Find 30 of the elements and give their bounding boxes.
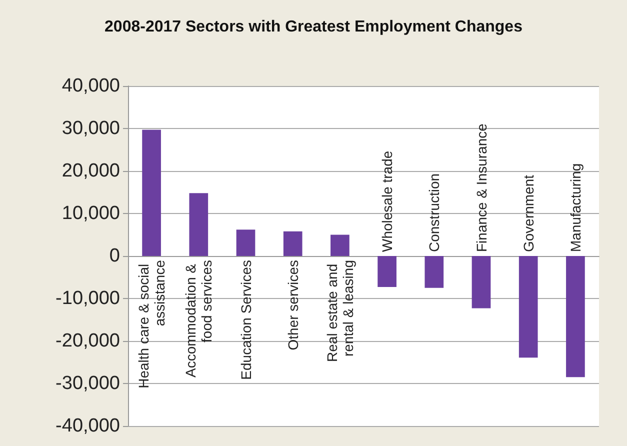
x-tick-label: Manufacturing [567,163,584,252]
x-tick-label: Finance & Insurance [473,123,490,252]
bar [424,256,444,288]
chart-title: 2008-2017 Sectors with Greatest Employment Changes [104,18,523,36]
x-tick-label: Education Services [238,260,254,380]
x-tick-label: Government [520,174,536,252]
y-tick-label: 40,000 [62,76,120,96]
y-tick-label: -20,000 [56,330,120,352]
y-tick-label: -30,000 [56,373,120,394]
bar [518,256,538,358]
x-tick-label: Construction [426,173,442,252]
x-tick-label: Accommodation & food services [182,260,215,378]
x-tick-label: Real estate and rental & leasing [324,260,356,362]
y-tick-label: 20,000 [62,160,120,182]
bar [472,256,491,308]
bar [378,256,396,288]
y-tick-label: -10,000 [56,288,120,309]
bar [330,234,350,256]
x-tick-label: Other services [284,260,301,350]
y-tick-label: -40,000 [56,416,120,436]
bar [566,256,585,378]
y-tick-label: 0 [109,246,120,266]
x-tick-label: Wholesale trade [379,150,396,252]
bar [142,130,161,256]
y-tick-label: 10,000 [62,203,120,224]
y-tick-label: 30,000 [62,118,120,139]
x-tick-label: Health care & social assistance [136,260,168,388]
bar [283,231,302,256]
bar [189,193,208,256]
bar [236,230,256,256]
